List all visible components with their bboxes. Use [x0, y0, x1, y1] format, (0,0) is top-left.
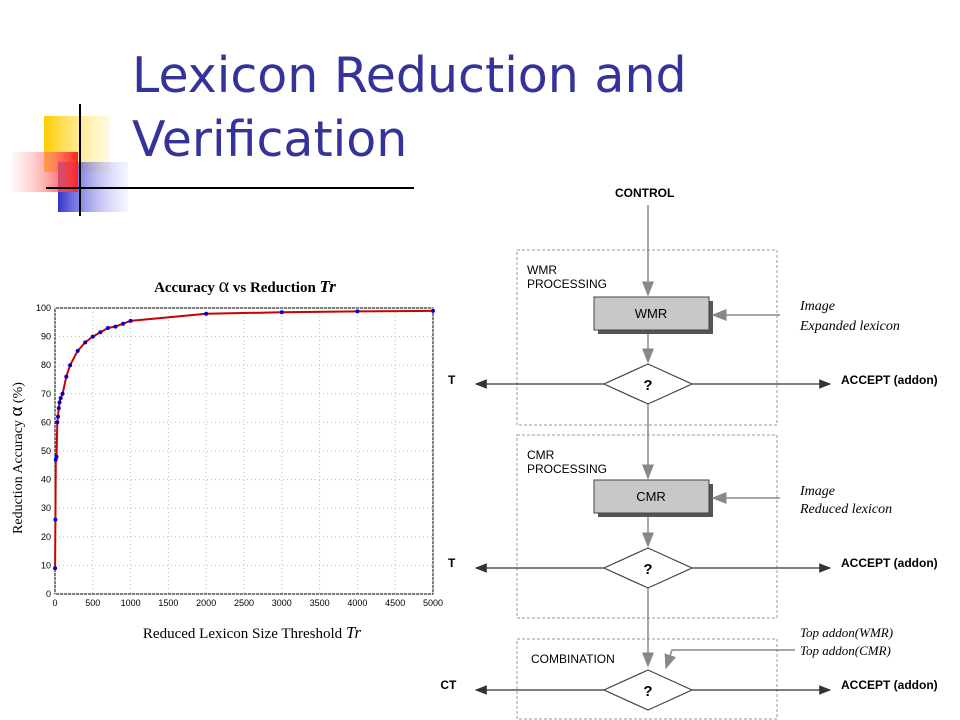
wmr-input-line1: Image — [799, 299, 835, 314]
y-tick-label: 80 — [41, 360, 51, 370]
y-axis-label-unit: (%) — [11, 382, 26, 407]
cmr-accept-label: ACCEPT (addon) — [841, 556, 938, 570]
wmr-processing-group — [516, 249, 778, 426]
data-point — [60, 391, 65, 396]
y-tick-label: 60 — [41, 417, 51, 427]
data-point — [113, 324, 118, 329]
top-addon-arrow — [664, 649, 795, 670]
title-decoration — [10, 100, 140, 220]
x-axis-label: Reduced Lexicon Size Threshold Tr — [143, 623, 362, 642]
y-tick-label: 70 — [41, 389, 51, 399]
chart-title-prefix: Accuracy — [154, 280, 219, 296]
y-tick-label: 100 — [36, 303, 51, 313]
y-tick-label: 30 — [41, 503, 51, 513]
control-label: CONTROL — [615, 186, 674, 200]
data-point — [56, 414, 61, 419]
data-point — [68, 363, 73, 368]
wmr-box-label: WMR — [635, 306, 668, 321]
title-underline — [132, 187, 414, 189]
y-tick-label: 0 — [46, 589, 51, 599]
data-point — [75, 348, 80, 353]
combination-group — [516, 638, 778, 720]
y-tick-label: 90 — [41, 332, 51, 342]
combination-accept-label: ACCEPT (addon) — [841, 678, 938, 692]
cmr-reject-label: T — [448, 556, 456, 570]
cmr-group-label-line1: CMR — [527, 448, 555, 462]
y-tick-label: 10 — [41, 560, 51, 570]
top-addon-cmr-label: Top addon(CMR) — [800, 643, 891, 658]
wmr-input-line2: Expanded lexicon — [799, 319, 900, 334]
reject-label: REJECT — [440, 678, 457, 692]
chart-title-alpha: α — [219, 275, 230, 297]
accuracy-chart: Accuracy α vs Reduction Tr 0 10 20 30 40 50 60… — [6, 275, 443, 642]
combination-decision-label: ? — [643, 683, 652, 700]
chart-title-var: Tr — [320, 277, 337, 296]
cmr-decision-label: ? — [643, 561, 652, 578]
x-tick-label: 0 — [52, 598, 57, 608]
cmr-box-label: CMR — [636, 489, 666, 504]
x-tick-label: 4000 — [347, 598, 367, 608]
data-point — [128, 318, 133, 323]
x-tick-label: 2500 — [234, 598, 254, 608]
cmr-input-line1: Image — [799, 484, 835, 499]
x-tick-label: 3000 — [272, 598, 292, 608]
wmr-box — [593, 296, 710, 331]
x-tick-label: 500 — [85, 598, 100, 608]
wmr-group-label-line2: PROCESSING — [527, 277, 607, 291]
cmr-box — [593, 479, 710, 514]
data-point — [105, 326, 110, 331]
data-point — [279, 310, 284, 315]
slide-title: Lexicon Reduction and Verification — [132, 44, 832, 172]
wmr-accept-label: ACCEPT (addon) — [841, 373, 938, 387]
decoration-squares-icon — [12, 104, 132, 216]
data-point — [55, 420, 60, 425]
cmr-processing-group — [516, 434, 778, 619]
data-point — [58, 396, 63, 401]
x-tick-label: 1000 — [121, 598, 141, 608]
y-axis-label-alpha: α — [6, 407, 27, 417]
x-tick-label: 5000 — [423, 598, 443, 608]
data-point — [83, 340, 88, 345]
wmr-group-label-line1: WMR — [527, 263, 557, 277]
x-tick-label: 3500 — [310, 598, 330, 608]
data-point — [56, 406, 61, 411]
data-point — [64, 374, 69, 379]
cmr-input-line2: Reduced lexicon — [799, 502, 892, 517]
data-point — [121, 321, 126, 326]
data-point — [54, 454, 59, 459]
y-axis-label: Reduction Accuracy α (%) — [6, 382, 27, 534]
data-point — [53, 517, 58, 522]
x-axis-label-text: Reduced Lexicon Size Threshold — [143, 626, 346, 642]
y-tick-label: 20 — [41, 532, 51, 542]
slide-title-line1: Lexicon Reduction and — [132, 47, 687, 104]
data-point — [53, 566, 58, 571]
x-tick-label: 4500 — [385, 598, 405, 608]
x-axis-label-var: Tr — [346, 623, 362, 642]
y-tick-label: 40 — [41, 475, 51, 485]
combination-decision-diamond — [602, 669, 694, 711]
x-tick-label: 2000 — [196, 598, 216, 608]
x-tick-label: 1500 — [158, 598, 178, 608]
chart-title-mid: vs Reduction — [229, 280, 319, 296]
series-line — [54, 309, 434, 569]
data-point — [431, 308, 435, 313]
wmr-decision-label: ? — [643, 377, 652, 394]
data-point — [98, 330, 103, 335]
combination-label: COMBINATION — [531, 652, 615, 666]
y-axis-label-text: Reduction Accuracy — [11, 417, 26, 534]
wmr-reject-label: T — [448, 373, 456, 387]
data-point — [90, 334, 95, 339]
top-addon-wmr-label: Top addon(WMR) — [800, 625, 893, 640]
chart-title: Accuracy α vs Reduction Tr — [154, 275, 336, 297]
y-tick-label: 50 — [41, 446, 51, 456]
verification-flow-diagram: CONTROL WMR PROCESSING WMR Image Expande… — [440, 186, 938, 720]
data-point — [57, 400, 62, 405]
data-point — [204, 311, 209, 316]
slide-title-line2: Verification — [132, 111, 408, 168]
data-point — [355, 309, 360, 314]
cmr-group-label-line2: PROCESSING — [527, 462, 607, 476]
